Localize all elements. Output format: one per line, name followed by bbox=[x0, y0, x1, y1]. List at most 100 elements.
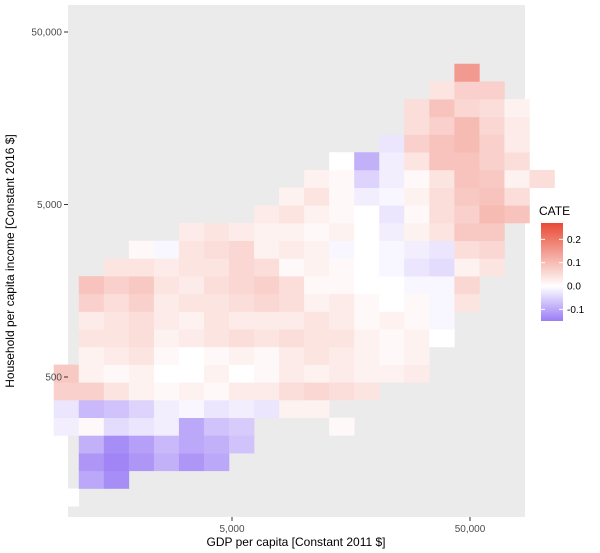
heatmap-cell bbox=[229, 400, 255, 419]
heatmap-cell bbox=[304, 223, 330, 242]
heatmap-cell bbox=[479, 134, 505, 153]
heatmap-cell bbox=[229, 258, 255, 277]
heatmap-cell bbox=[429, 329, 455, 348]
heatmap-cell bbox=[479, 99, 505, 118]
heatmap-cell bbox=[379, 134, 405, 153]
heatmap-cell bbox=[178, 453, 205, 472]
heatmap-cell bbox=[429, 134, 455, 153]
heatmap-cell bbox=[429, 276, 455, 295]
heatmap-cell bbox=[404, 364, 430, 383]
heatmap-cell bbox=[329, 187, 355, 206]
legend-tick-label: -0.1 bbox=[567, 305, 585, 316]
heatmap-cell bbox=[254, 293, 280, 312]
heatmap-cell bbox=[103, 293, 130, 312]
legend-tick-label: 0.0 bbox=[567, 282, 581, 293]
heatmap-cell bbox=[103, 382, 130, 401]
heatmap-cell bbox=[53, 417, 80, 436]
heatmap-cell bbox=[128, 293, 155, 312]
heatmap-cell bbox=[229, 382, 255, 401]
heatmap-cell bbox=[354, 293, 380, 312]
heatmap-cell bbox=[329, 205, 355, 224]
heatmap-cell bbox=[128, 417, 155, 436]
legend-colorbar bbox=[541, 223, 563, 321]
heatmap-cell bbox=[78, 346, 105, 365]
heatmap-cell bbox=[404, 240, 430, 259]
heatmap-cell bbox=[354, 329, 380, 348]
heatmap-cell bbox=[454, 276, 480, 295]
heatmap-cell bbox=[429, 169, 455, 188]
heatmap-cell bbox=[103, 258, 130, 277]
heatmap-cell bbox=[128, 346, 155, 365]
heatmap-cell bbox=[354, 364, 380, 383]
heatmap-cell bbox=[229, 293, 255, 312]
heatmap-cell bbox=[153, 453, 180, 472]
heatmap-cell bbox=[254, 240, 280, 259]
heatmap-cell bbox=[329, 329, 355, 348]
heatmap-cell bbox=[229, 311, 255, 330]
heatmap-cell bbox=[178, 417, 205, 436]
heatmap-cell bbox=[153, 258, 180, 277]
y-tick-label: 50,000 bbox=[31, 28, 62, 39]
heatmap-cell bbox=[254, 329, 280, 348]
heatmap-cell bbox=[504, 169, 530, 188]
heatmap-cell bbox=[178, 276, 205, 295]
heatmap-cell bbox=[279, 346, 305, 365]
heatmap-cell bbox=[229, 240, 255, 259]
heatmap-cell bbox=[304, 258, 330, 277]
heatmap-cell bbox=[178, 223, 205, 242]
heatmap-cell bbox=[454, 63, 480, 82]
heatmap-cell bbox=[304, 346, 330, 365]
heatmap-cell bbox=[354, 187, 380, 206]
heatmap-cell bbox=[354, 152, 380, 171]
heatmap-cell bbox=[254, 364, 280, 383]
heatmap-cell bbox=[504, 152, 530, 171]
heatmap-cell bbox=[429, 258, 455, 277]
heatmap-cell bbox=[178, 258, 205, 277]
heatmap-cell bbox=[279, 293, 305, 312]
heatmap-cell bbox=[203, 258, 230, 277]
heatmap-cell bbox=[304, 205, 330, 224]
heatmap-cell bbox=[178, 240, 205, 259]
heatmap-cell bbox=[329, 346, 355, 365]
heatmap-cell bbox=[304, 169, 330, 188]
heatmap-cell bbox=[103, 276, 130, 295]
heatmap-cell bbox=[404, 152, 430, 171]
heatmap-cell bbox=[404, 346, 430, 365]
heatmap-cell bbox=[153, 311, 180, 330]
heatmap-cell bbox=[379, 169, 405, 188]
heatmap-cell bbox=[454, 258, 480, 277]
heatmap-cell bbox=[404, 258, 430, 277]
heatmap-cell bbox=[78, 435, 105, 454]
heatmap-cell bbox=[304, 240, 330, 259]
heatmap-cell bbox=[153, 417, 180, 436]
heatmap-cell bbox=[329, 311, 355, 330]
heatmap-cell bbox=[504, 134, 530, 153]
heatmap-cell bbox=[53, 382, 80, 401]
heatmap-cell bbox=[78, 293, 105, 312]
heatmap-cell bbox=[203, 346, 230, 365]
heatmap-cell bbox=[178, 382, 205, 401]
heatmap-cell bbox=[279, 382, 305, 401]
heatmap-cell bbox=[128, 400, 155, 419]
heatmap-cell bbox=[304, 311, 330, 330]
heatmap-cell bbox=[529, 169, 555, 188]
heatmap-cell bbox=[404, 187, 430, 206]
heatmap-cell bbox=[178, 364, 205, 383]
heatmap-cell bbox=[379, 223, 405, 242]
heatmap-cell bbox=[479, 240, 505, 259]
heatmap-cell bbox=[379, 364, 405, 383]
heatmap-cell bbox=[178, 400, 205, 419]
heatmap-cell bbox=[153, 346, 180, 365]
x-tick-label: 50,000 bbox=[455, 524, 486, 535]
heatmap-cell bbox=[128, 453, 155, 472]
heatmap-cell bbox=[304, 187, 330, 206]
heatmap-cell bbox=[78, 329, 105, 348]
heatmap-cell bbox=[454, 116, 480, 135]
heatmap-cell bbox=[229, 364, 255, 383]
heatmap-cell bbox=[128, 382, 155, 401]
heatmap-cell bbox=[304, 276, 330, 295]
heatmap-cell bbox=[404, 293, 430, 312]
heatmap-cell bbox=[153, 276, 180, 295]
heatmap-cell bbox=[329, 258, 355, 277]
heatmap-cell bbox=[454, 134, 480, 153]
